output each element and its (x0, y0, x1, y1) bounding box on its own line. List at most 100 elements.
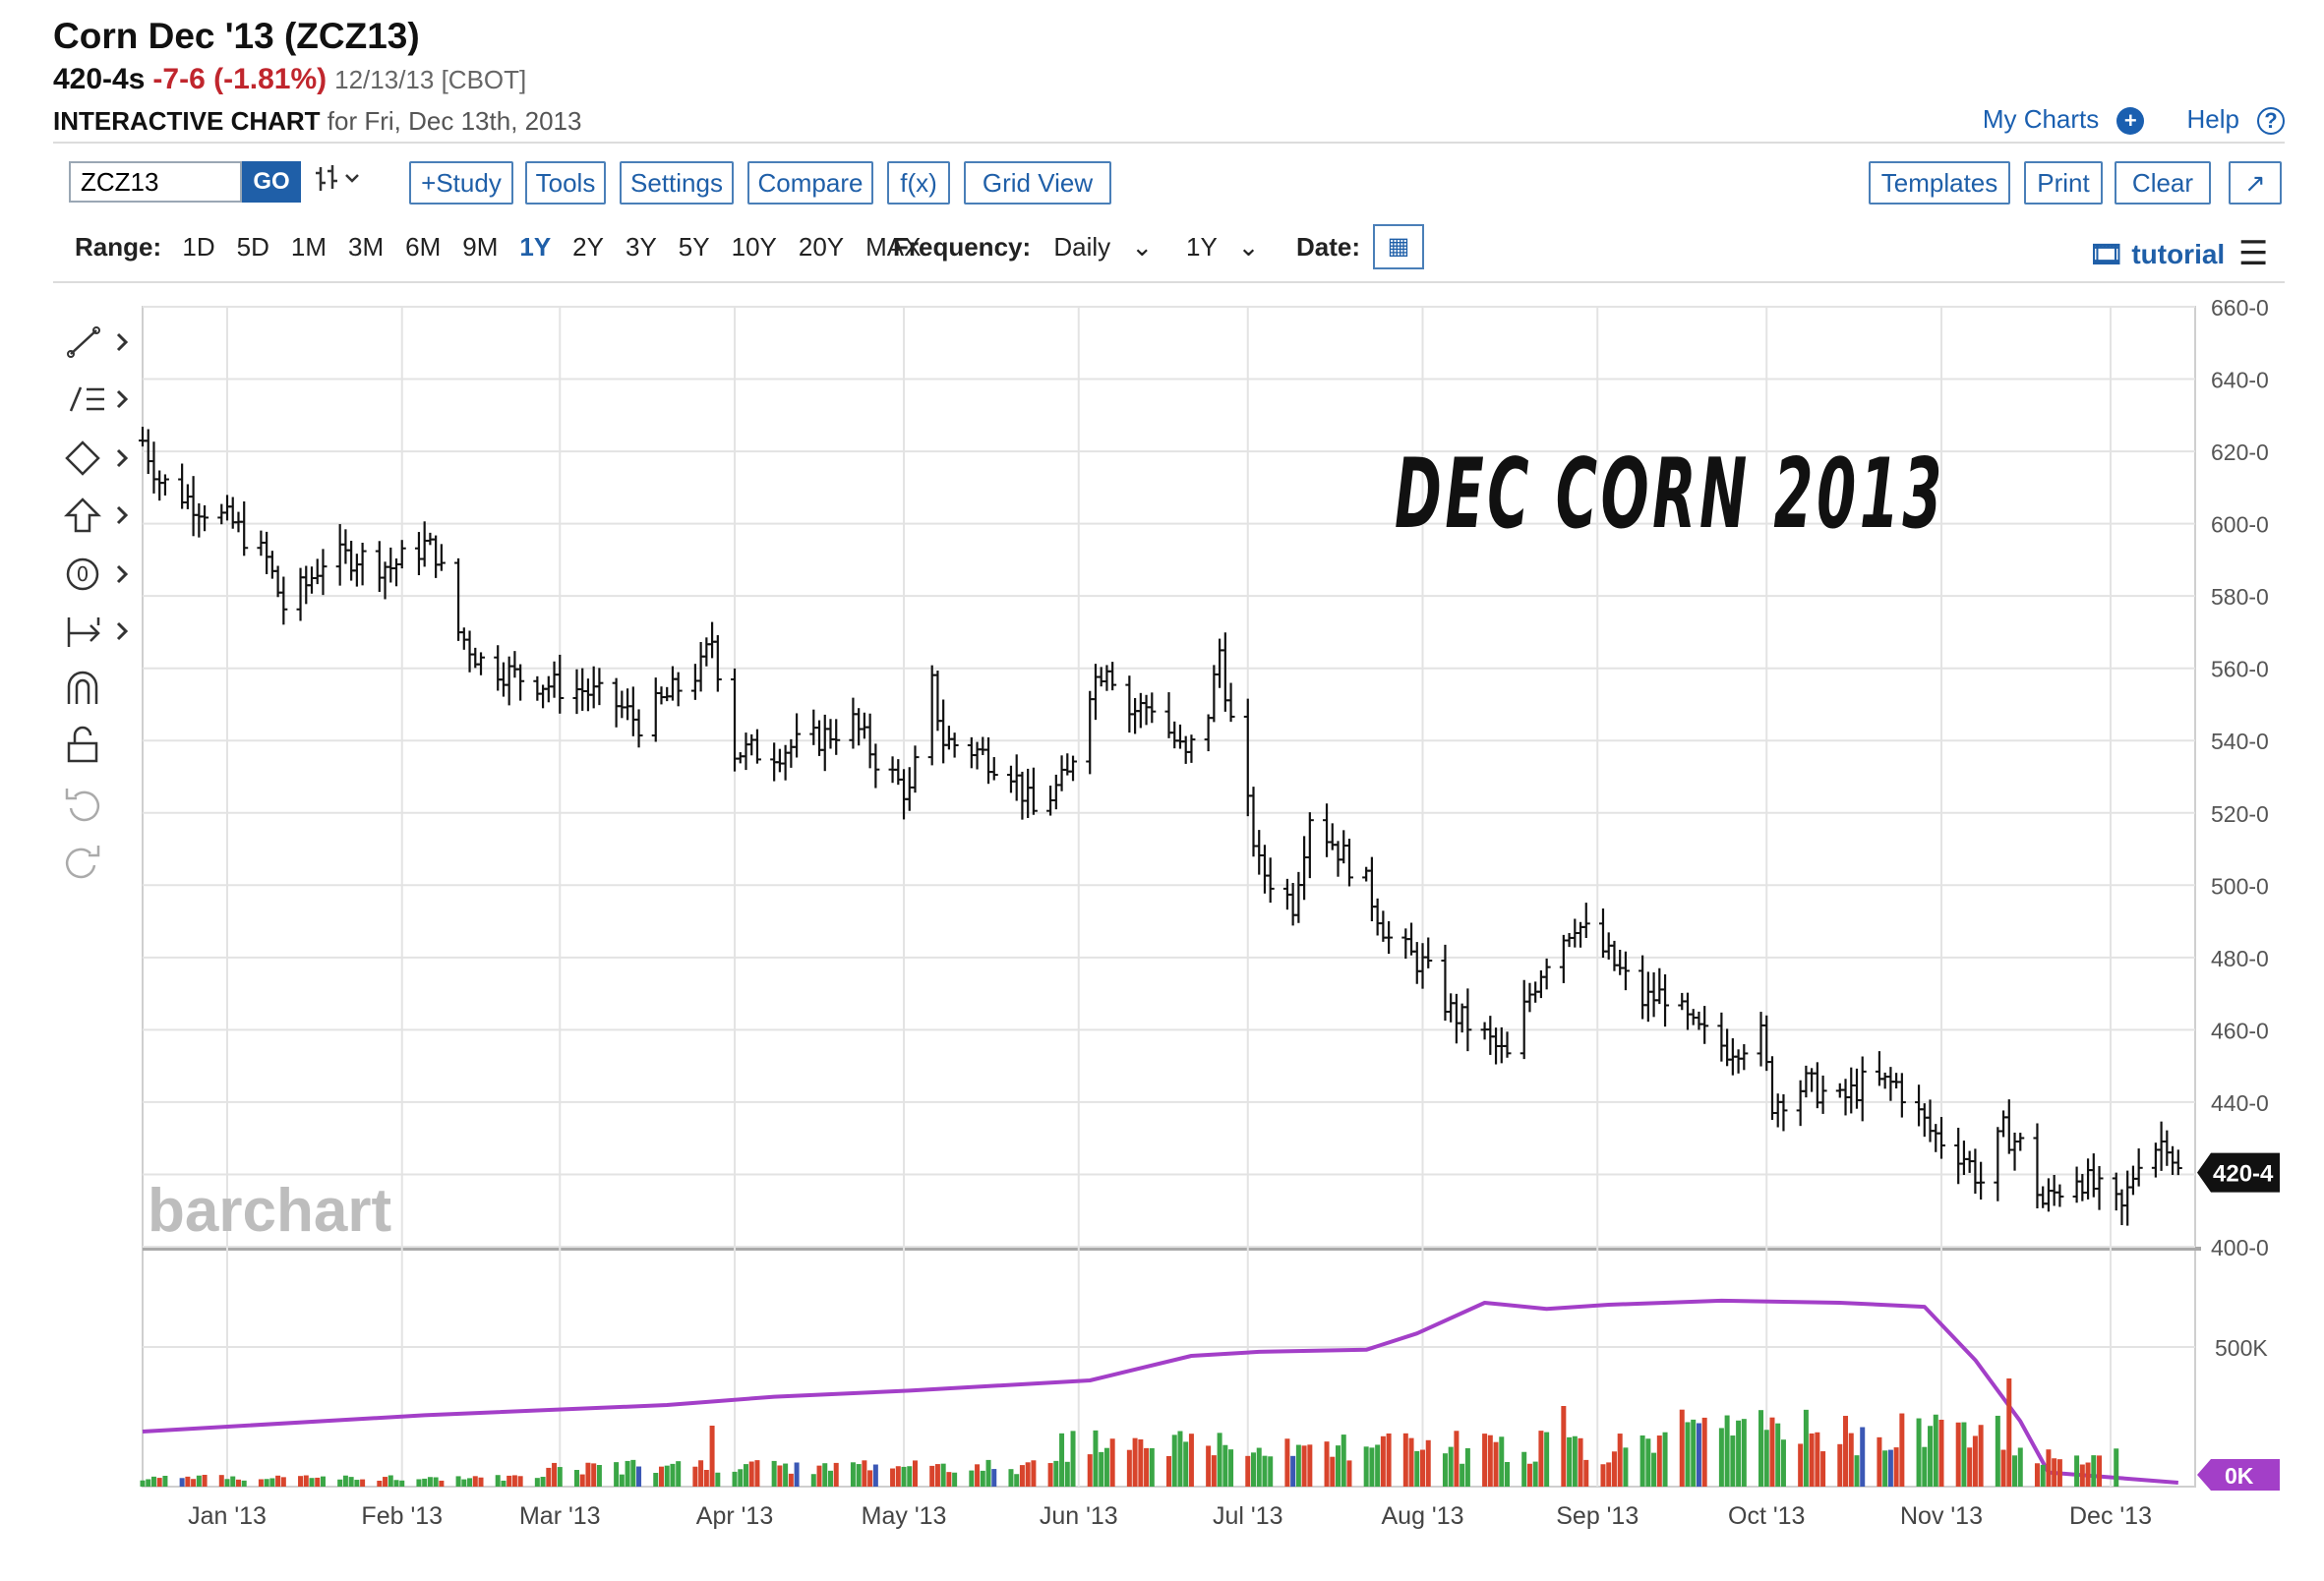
volume-bar (1284, 1438, 1290, 1487)
study-button[interactable]: +Study (409, 161, 513, 205)
volume-bar (1031, 1460, 1037, 1487)
barchart-watermark: barchart (148, 1177, 391, 1245)
volume-bar (1718, 1428, 1724, 1487)
range-option-1m[interactable]: 1M (290, 232, 327, 262)
volume-bar (1228, 1449, 1234, 1487)
quote-date: 12/13/13 [CBOT] (334, 65, 527, 94)
range-option-10y[interactable]: 10Y (731, 232, 777, 262)
calendar-button[interactable]: ▦ (1373, 224, 1424, 269)
range-option-3m[interactable]: 3M (347, 232, 385, 262)
lock-tool[interactable] (63, 726, 151, 773)
volume-bar (771, 1460, 777, 1487)
magnet-icon (67, 671, 98, 704)
volume-bar (1268, 1456, 1274, 1487)
date-label: Date: (1296, 232, 1361, 262)
range-option-5y[interactable]: 5Y (678, 232, 710, 262)
volume-bar (1103, 1447, 1109, 1487)
range-option-1y[interactable]: 1Y (519, 232, 552, 262)
volume-bar (1211, 1455, 1217, 1487)
volume-bar (393, 1480, 399, 1487)
compare-button[interactable]: Compare (747, 161, 873, 205)
volume-bar (1206, 1445, 1212, 1487)
volume-bar (2097, 1455, 2103, 1487)
volume-bar (975, 1464, 981, 1487)
volume-bar (1696, 1423, 1701, 1487)
x-tick-label: Jan '13 (188, 1502, 267, 1530)
volume-bar (614, 1462, 620, 1487)
volume-bar (422, 1478, 428, 1487)
text-tool[interactable]: 0 (63, 555, 151, 602)
volume-bar (1899, 1413, 1905, 1487)
volume-bar (1606, 1462, 1612, 1487)
volume-bar (1324, 1441, 1330, 1487)
x-tick-label: Oct '13 (1728, 1502, 1805, 1530)
tools-button[interactable]: Tools (525, 161, 606, 205)
volume-bar (2006, 1378, 2012, 1487)
magnet-tool[interactable] (63, 669, 151, 716)
settings-button[interactable]: Settings (620, 161, 734, 205)
fib-tool[interactable] (63, 380, 151, 427)
volume-bar (1346, 1460, 1352, 1487)
price-tick-label: 400-0 (2211, 1235, 2269, 1260)
x-tick-label: Mar '13 (519, 1502, 601, 1530)
clear-button[interactable]: Clear (2115, 161, 2211, 205)
volume-bar (1877, 1436, 1882, 1487)
volume-bar (1487, 1435, 1493, 1487)
range-option-20y[interactable]: 20Y (798, 232, 845, 262)
bar-type-dropdown[interactable] (315, 163, 374, 204)
range-option-max[interactable]: MAX (865, 232, 922, 262)
line-draw-tool[interactable] (63, 322, 151, 370)
period-value: 1Y (1186, 232, 1218, 262)
oi-zero-flag (2197, 1459, 2280, 1491)
tutorial-link[interactable]: 🎞︎ tutorial (2089, 238, 2225, 270)
volume-bar (1363, 1446, 1369, 1487)
templates-button[interactable]: Templates (1869, 161, 2010, 205)
volume-bar (1307, 1444, 1313, 1487)
volume-bar (1611, 1451, 1617, 1487)
range-option-2y[interactable]: 2Y (572, 232, 604, 262)
expand-button[interactable]: ↗ (2229, 161, 2282, 205)
go-button[interactable]: GO (242, 161, 301, 203)
volume-bar (833, 1462, 839, 1487)
fx-button[interactable]: f(x) (887, 161, 950, 205)
arrow-tool[interactable] (63, 496, 151, 543)
range-option-5d[interactable]: 5D (236, 232, 269, 262)
measure-tool[interactable] (63, 612, 151, 659)
volume-bar (1014, 1474, 1020, 1487)
volume-bar (2017, 1447, 2023, 1487)
symbol-input[interactable] (69, 161, 242, 203)
volume-bar (1330, 1456, 1336, 1487)
period-control[interactable]: 1Y ⌄ (1186, 232, 1259, 263)
range-option-6m[interactable]: 6M (405, 232, 442, 262)
volume-bar (185, 1476, 191, 1487)
volume-bar (235, 1479, 241, 1487)
range-option-1d[interactable]: 1D (182, 232, 215, 262)
volume-bar (383, 1477, 388, 1487)
volume-bar (241, 1480, 247, 1487)
volume-bar (1408, 1437, 1414, 1487)
volume-bar (1651, 1452, 1657, 1487)
redo-tool[interactable] (63, 840, 151, 887)
my-charts-link[interactable]: My Charts + (1965, 104, 2145, 136)
range-option-3y[interactable]: 3Y (625, 232, 657, 262)
volume-bar (867, 1470, 873, 1487)
shapes-tool[interactable] (63, 439, 151, 486)
undo-tool[interactable] (63, 783, 151, 830)
volume-bar (1047, 1463, 1053, 1487)
volume-bar (1701, 1417, 1707, 1487)
frequency-control[interactable]: Frequency: Daily ⌄ (893, 232, 1153, 263)
volume-bar (1301, 1445, 1307, 1487)
volume-bar (472, 1476, 478, 1487)
volume-bar (1460, 1463, 1465, 1487)
volume-bar (455, 1476, 461, 1487)
volume-bar (1188, 1434, 1194, 1487)
range-option-9m[interactable]: 9M (462, 232, 499, 262)
hamburger-menu-icon[interactable]: ☰ (2238, 235, 2269, 272)
volume-bar (1375, 1444, 1381, 1487)
help-link[interactable]: Help? (2170, 104, 2285, 136)
print-button[interactable]: Print (2024, 161, 2103, 205)
volume-bar (162, 1475, 168, 1487)
grid-view-button[interactable]: Grid View (964, 161, 1111, 205)
volume-bar (1600, 1464, 1606, 1487)
